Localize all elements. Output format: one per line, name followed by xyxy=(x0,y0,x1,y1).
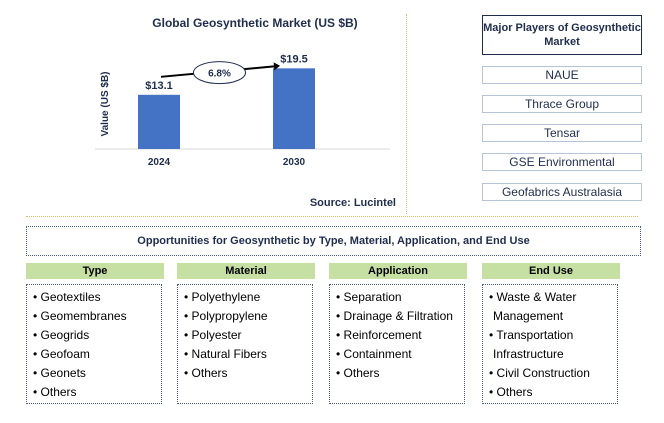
player-item: Tensar xyxy=(482,124,642,142)
player-item: Thrace Group xyxy=(482,95,642,113)
bar-chart: Value (US $B) $13.1 2024 $19.5 2030 6.8% xyxy=(95,53,390,168)
horizontal-divider xyxy=(26,216,638,217)
data-label: $13.1 xyxy=(145,80,173,92)
material-list: • Polyethylene • Polypropylene • Polyest… xyxy=(177,284,313,404)
bar-2024 xyxy=(138,94,180,149)
list-item: • Containment xyxy=(336,347,412,361)
list-item: • Geonets xyxy=(33,366,86,380)
growth-arrow-head xyxy=(273,62,280,71)
list-item: • Others xyxy=(489,385,533,399)
x-tick-label: 2024 xyxy=(148,157,171,168)
list-item: • Geofoam xyxy=(33,347,90,361)
player-item: Geofabrics Australasia xyxy=(482,183,642,201)
vertical-divider xyxy=(406,14,407,214)
end-use-header: End Use xyxy=(482,263,620,279)
list-item: • Others xyxy=(184,366,228,380)
application-header: Application xyxy=(329,263,467,279)
bar-2030 xyxy=(273,68,315,149)
list-item: • Civil Construction xyxy=(489,366,590,380)
list-item: • Others xyxy=(33,385,77,399)
list-item: • Geomembranes xyxy=(33,309,127,323)
list-item: • Polyethylene xyxy=(184,290,261,304)
list-item: • Polyester xyxy=(184,328,242,342)
player-item: NAUE xyxy=(482,66,642,84)
list-item: Management xyxy=(493,309,564,323)
cagr-label: 6.8% xyxy=(208,69,231,80)
application-list: • Separation • Drainage & Filtration • R… xyxy=(329,284,465,404)
list-item: • Natural Fibers xyxy=(184,347,267,361)
opportunities-title: Opportunities for Geosynthetic by Type, … xyxy=(26,226,641,256)
list-item: • Reinforcement xyxy=(336,328,422,342)
list-item: Infrastructure xyxy=(493,347,564,361)
type-list: • Geotextiles • Geomembranes • Geogrids … xyxy=(26,284,162,404)
data-label: $19.5 xyxy=(280,53,308,65)
source-label: Source: Lucintel xyxy=(309,197,396,209)
end-use-list: • Waste & Water Management • Transportat… xyxy=(482,284,618,404)
chart-title: Global Geosynthetic Market (US $B) xyxy=(152,16,358,30)
player-item: GSE Environmental xyxy=(482,153,642,171)
cagr-ellipse xyxy=(193,61,246,85)
type-header: Type xyxy=(26,263,164,279)
list-item: • Others xyxy=(336,366,380,380)
y-axis-label: Value (US $B) xyxy=(100,71,111,136)
x-tick-label: 2030 xyxy=(283,157,306,168)
list-item: • Separation xyxy=(336,290,402,304)
list-item: • Geogrids xyxy=(33,328,90,342)
material-header: Material xyxy=(177,263,315,279)
list-item: • Drainage & Filtration xyxy=(336,309,453,323)
list-item: • Waste & Water xyxy=(489,290,577,304)
list-item: • Geotextiles xyxy=(33,290,101,304)
list-item: • Transportation xyxy=(489,328,574,342)
list-item: • Polypropylene xyxy=(184,309,268,323)
players-title: Major Players of Geosynthetic Market xyxy=(482,15,642,55)
